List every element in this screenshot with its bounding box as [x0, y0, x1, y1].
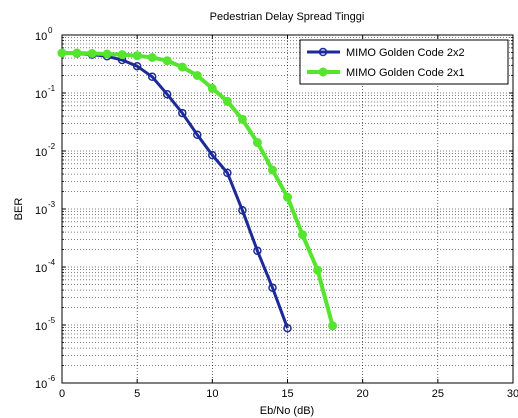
- legend-box: [299, 39, 509, 85]
- y-tick-label-exponent: -3: [48, 200, 56, 209]
- series-line: [61, 51, 289, 329]
- series-layer: [57, 48, 338, 333]
- data-point: [283, 192, 292, 202]
- data-point: [132, 61, 142, 71]
- data-point: [87, 49, 97, 58]
- y-tick-label-exponent: -4: [48, 258, 56, 267]
- y-tick-label-base: 10: [35, 205, 47, 217]
- data-point: [237, 114, 247, 124]
- y-tick-label-exponent: 0: [48, 26, 53, 35]
- legend-marker-2x1: [318, 67, 328, 77]
- y-tick-label-exponent: -5: [48, 316, 56, 325]
- data-point: [147, 72, 157, 82]
- y-axis-label: BER: [13, 198, 25, 221]
- x-tick-label: 0: [59, 388, 65, 400]
- data-point: [117, 50, 127, 60]
- y-tick-label-exponent: -6: [48, 374, 56, 383]
- data-point: [253, 246, 262, 256]
- data-point: [268, 165, 277, 175]
- data-point: [72, 48, 82, 58]
- legend-label-2x1: MIMO Golden Code 2x1: [346, 67, 465, 79]
- y-tick-label-exponent: -2: [48, 142, 56, 151]
- data-point: [177, 62, 187, 72]
- data-point: [192, 71, 202, 80]
- x-tick-label: 20: [357, 388, 369, 400]
- x-tick-label: 15: [281, 388, 293, 400]
- y-tick-label-base: 10: [35, 321, 47, 333]
- legend: MIMO Golden Code 2x2 MIMO Golden Code 2x…: [299, 39, 509, 85]
- chart-title: Pedestrian Delay Spread Tinggi: [210, 11, 365, 23]
- data-point: [208, 150, 217, 160]
- data-point: [298, 230, 307, 240]
- data-point: [207, 83, 217, 93]
- data-point: [193, 130, 202, 140]
- x-tick-label: 5: [134, 388, 140, 400]
- grid: [62, 35, 513, 383]
- y-tick-label-exponent: -1: [48, 84, 56, 93]
- y-tick-label-base: 10: [35, 147, 47, 159]
- data-point: [252, 138, 262, 147]
- legend-label-2x2: MIMO Golden Code 2x2: [346, 47, 465, 59]
- x-tick-label: 10: [206, 388, 218, 400]
- data-point: [162, 56, 172, 66]
- x-tick-label: 30: [507, 388, 518, 400]
- y-tick-label-base: 10: [35, 379, 47, 391]
- data-point: [283, 323, 292, 333]
- data-point: [178, 108, 187, 118]
- y-tick-label-base: 10: [35, 263, 47, 275]
- data-point: [132, 51, 142, 61]
- data-point: [147, 53, 157, 62]
- data-point: [102, 49, 112, 59]
- series-line: [62, 51, 335, 327]
- x-axis-label: Eb/No (dB): [260, 405, 314, 417]
- data-point: [162, 90, 172, 99]
- data-point: [328, 321, 338, 331]
- data-point: [268, 283, 277, 292]
- data-point: [238, 206, 247, 215]
- data-point: [223, 168, 232, 178]
- data-point: [313, 265, 323, 275]
- x-tick-label: 25: [432, 388, 444, 400]
- y-tick-label-base: 10: [35, 89, 47, 101]
- data-point: [222, 96, 232, 106]
- data-point: [57, 48, 67, 58]
- legend-marker-2x2: [318, 47, 328, 57]
- y-tick-label-base: 10: [35, 31, 47, 43]
